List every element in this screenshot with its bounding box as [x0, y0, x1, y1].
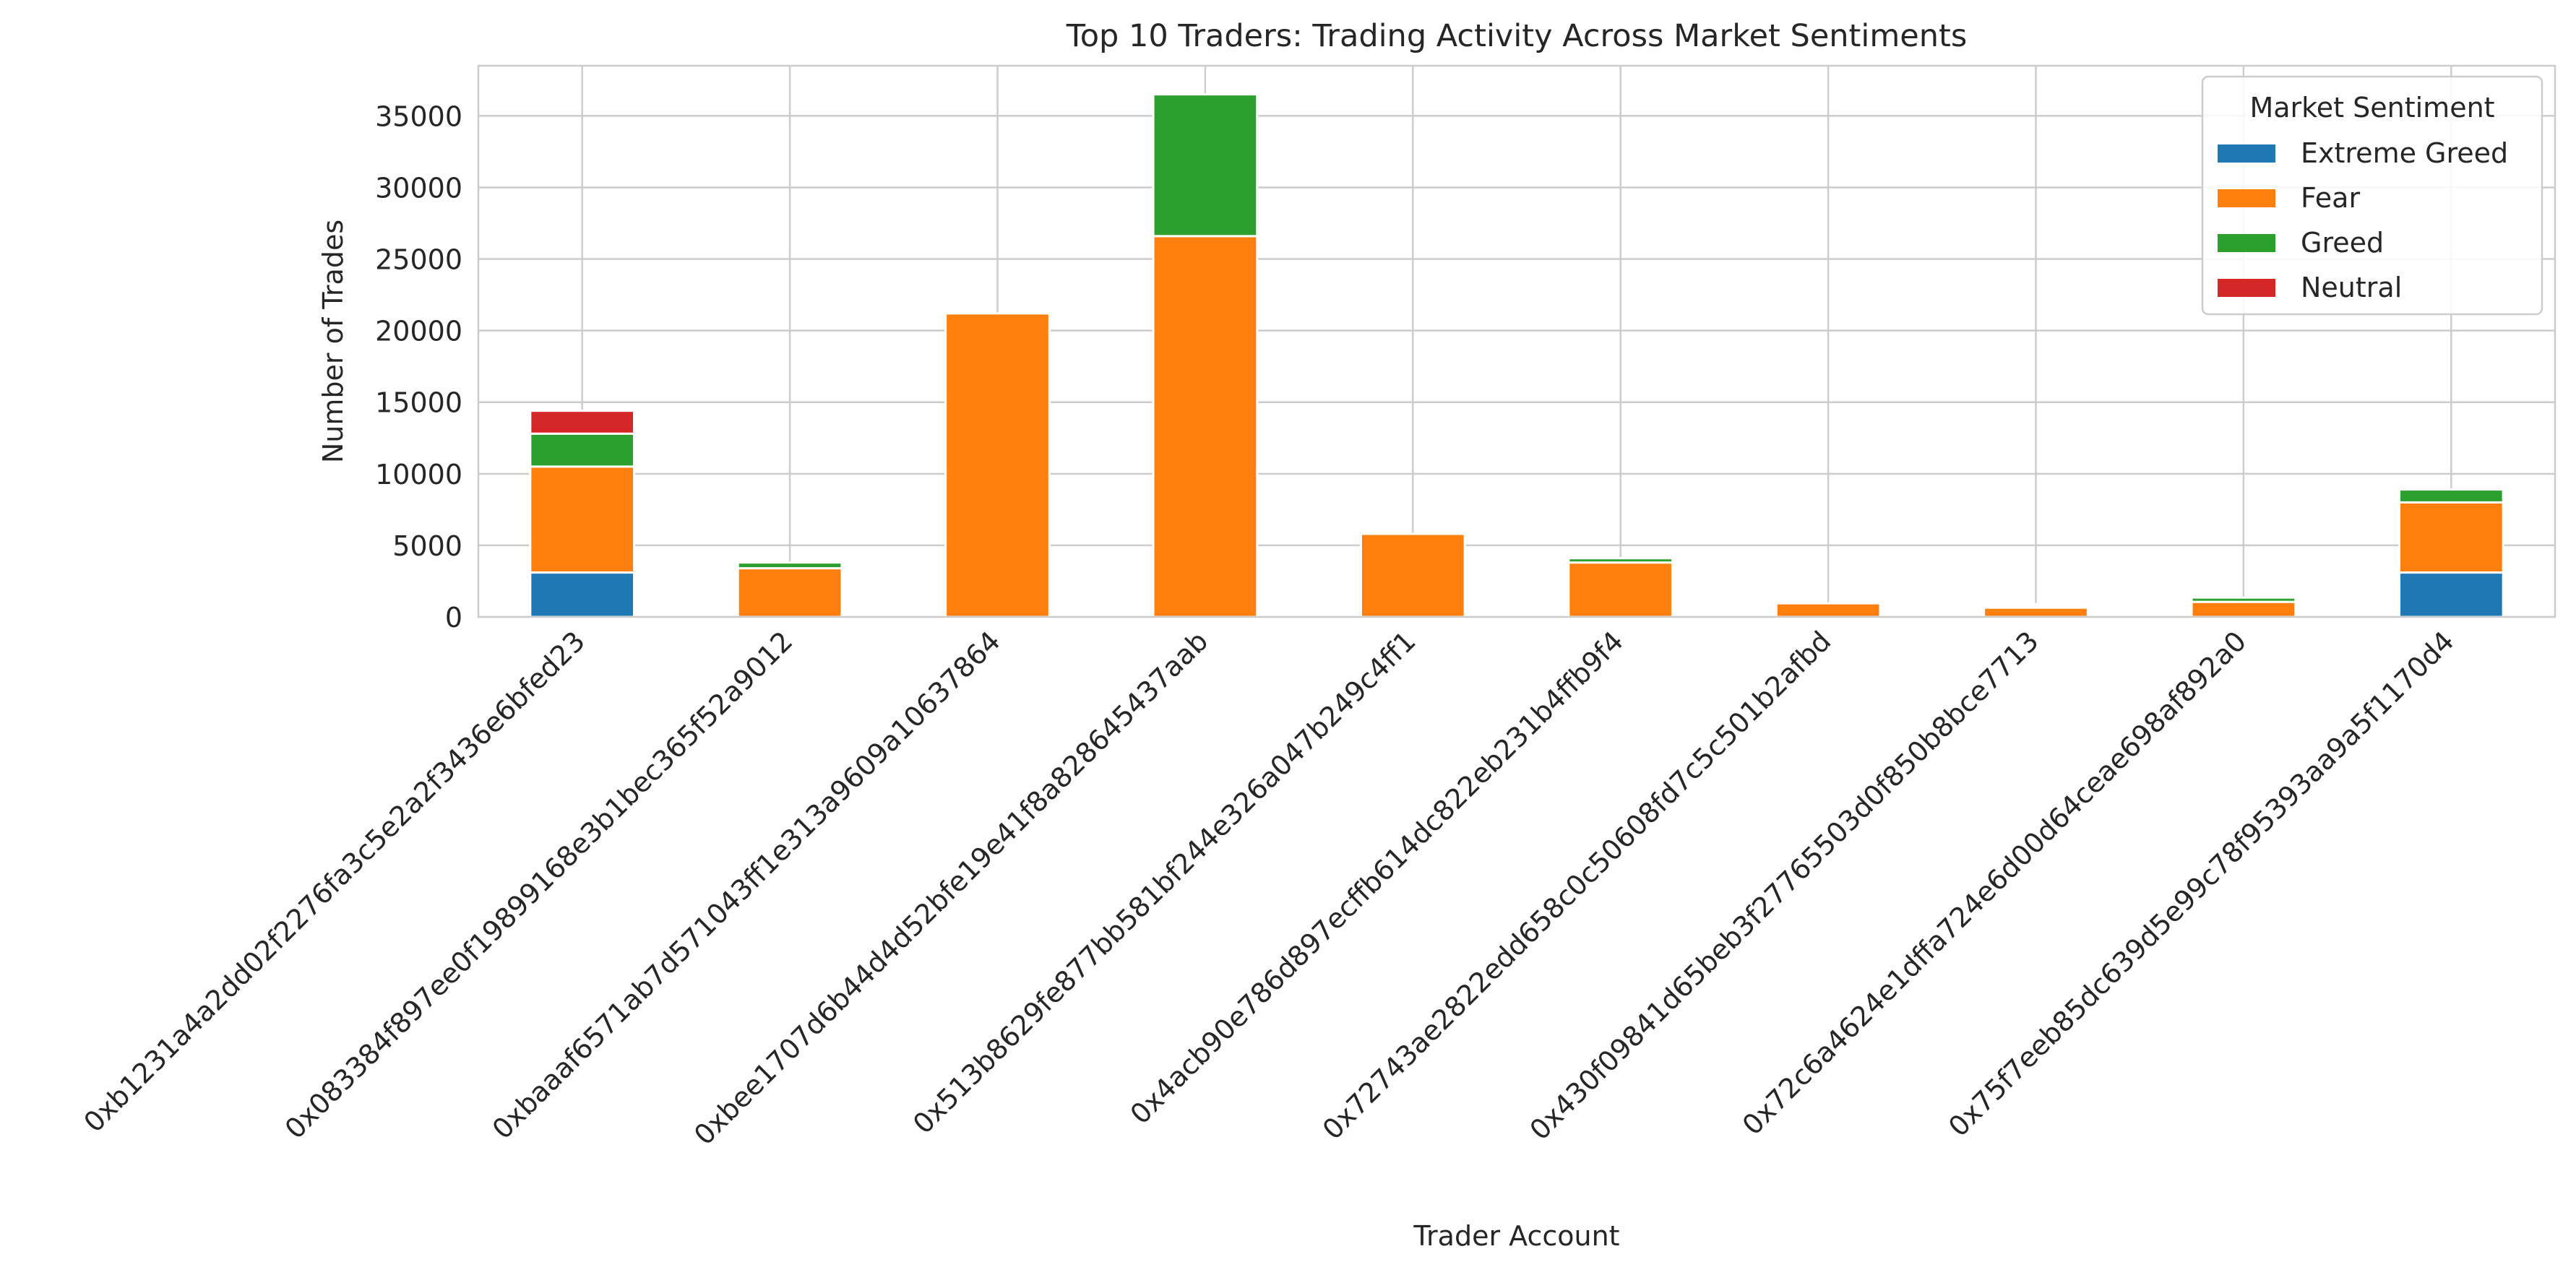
plot-area-frame [477, 64, 2556, 618]
legend-swatch [2218, 144, 2275, 163]
bar-segment-fear [1359, 532, 1466, 618]
bar-segment-fear [2398, 501, 2504, 574]
legend-swatch [2218, 189, 2275, 207]
y-axis-label: Number of Trades [317, 220, 349, 463]
y-tick-label: 35000 [375, 100, 462, 132]
chart-title: Top 10 Traders: Trading Activity Across … [1066, 18, 1967, 54]
y-tick-label: 5000 [392, 530, 462, 562]
bar-segment-fear [1983, 606, 2089, 618]
legend-frame [2201, 75, 2543, 316]
bar-segment-greed [1152, 93, 1259, 238]
bar-segment-fear [529, 465, 636, 574]
bar-segment-neutral [1983, 602, 2089, 607]
bar-segment-extreme-greed [529, 571, 636, 618]
y-tick-label: 0 [445, 602, 462, 634]
bar-segment-greed [1567, 557, 1674, 564]
legend-title: Market Sentiment [2249, 92, 2494, 124]
legend-label: Fear [2301, 182, 2360, 214]
legend-items: Extreme Greed Fear Greed Neutral [2218, 137, 2508, 303]
legend: Market Sentiment Extreme Greed Fear Greed N… [2201, 75, 2543, 316]
legend-label: Extreme Greed [2301, 137, 2508, 169]
y-tick-label: 20000 [375, 316, 462, 347]
x-axis-label: Trader Account [1413, 1220, 1619, 1252]
legend-label: Greed [2301, 227, 2384, 259]
legend-swatch [2218, 234, 2275, 252]
bar-segment-fear [944, 312, 1051, 618]
bar-segment-greed [529, 432, 636, 468]
bar-segment-fear [1152, 235, 1259, 618]
bar-segment-neutral [529, 410, 636, 435]
bars [529, 93, 2504, 618]
bar-segment-greed [2398, 488, 2504, 503]
bar-segment-extreme-greed [2398, 571, 2504, 618]
legend-label: Neutral [2301, 272, 2402, 303]
y-tick-label: 15000 [375, 387, 462, 419]
bar-segment-fear [1775, 602, 1882, 618]
bar-segment-fear [736, 567, 843, 618]
legend-swatch [2218, 279, 2275, 297]
bar-segment-greed [736, 561, 843, 570]
y-tick-label: 25000 [375, 244, 462, 276]
bar-segment-fear [2190, 600, 2297, 618]
bar-segment-greed [2190, 596, 2297, 603]
y-tick-label: 30000 [375, 172, 462, 204]
bar-segment-fear [1567, 561, 1674, 618]
y-tick-label: 10000 [375, 459, 462, 490]
y-tick-labels: 0 5000 10000 15000 20000 25000 30000 35000 [375, 100, 462, 634]
